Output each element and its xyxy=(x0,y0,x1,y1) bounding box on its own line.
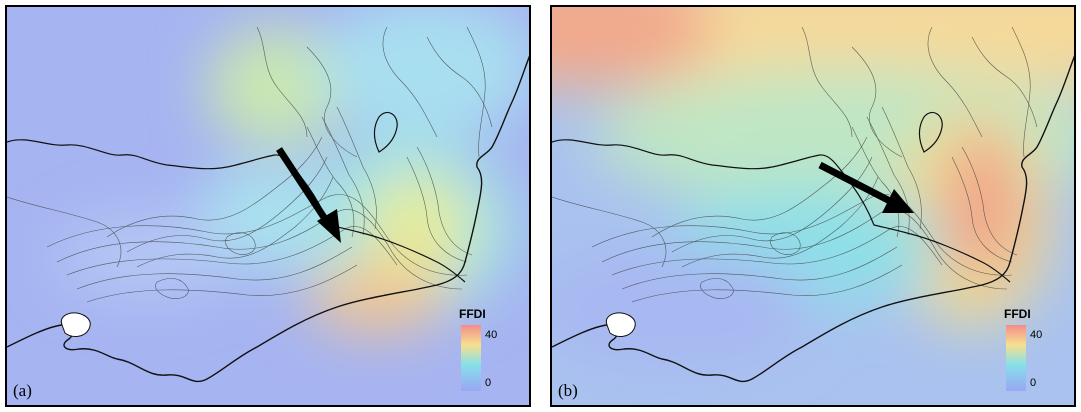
legend-title-a: FFDI xyxy=(459,307,486,321)
legend-min-label-a: 0 xyxy=(485,377,492,389)
wind-arrow-b xyxy=(818,161,914,213)
panel-label-a: (a) xyxy=(13,381,32,400)
legend-max-label-b: 40 xyxy=(1030,329,1043,341)
wind-arrow-a xyxy=(276,147,341,243)
ffdi-legend-a: FFDI 40 0 xyxy=(459,307,519,395)
ffdi-map-b xyxy=(552,7,1074,405)
map-panel-b: (b) FFDI 40 0 xyxy=(550,5,1076,407)
legend-color-bar-b xyxy=(1006,325,1026,391)
legend-title-b: FFDI xyxy=(1004,307,1031,321)
legend-max-label-a: 40 xyxy=(485,329,498,341)
ffdi-legend-b: FFDI 40 0 xyxy=(1004,307,1064,395)
map-panel-a: (a) FFDI 40 0 xyxy=(5,5,531,407)
panel-label-b: (b) xyxy=(558,381,578,400)
ffdi-map-a xyxy=(7,7,529,405)
legend-min-label-b: 0 xyxy=(1030,377,1037,389)
legend-color-bar-a xyxy=(461,325,481,391)
